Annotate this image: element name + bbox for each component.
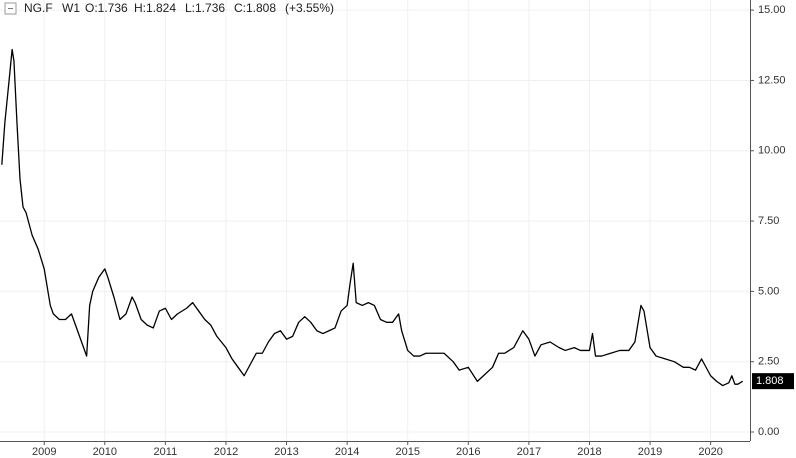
symbol: NG.F (24, 1, 53, 15)
x-tick-label: 2013 (274, 446, 298, 458)
y-tick-label: 5.00 (758, 285, 779, 297)
x-tick-label: 2014 (335, 446, 359, 458)
header: NG.F W1 O:1.736 H:1.824 L:1.736 C:1.808 … (4, 1, 334, 15)
interval: W1 (62, 1, 80, 15)
x-tick-label: 2009 (32, 446, 56, 458)
y-tick-label: 12.50 (758, 74, 786, 86)
grid (0, 0, 750, 441)
low: L:1.736 (185, 1, 225, 15)
x-tick-label: 2015 (395, 446, 419, 458)
last-price-label: 1.808 (756, 375, 784, 387)
x-tick-label: 2016 (456, 446, 480, 458)
close: C:1.808 (234, 1, 276, 15)
y-tick-label: 0.00 (758, 426, 779, 438)
x-tick-label: 2010 (93, 446, 117, 458)
plot (1, 48, 744, 387)
x-tick-label: 2019 (638, 446, 662, 458)
x-tick-label: 2017 (517, 446, 541, 458)
y-tick-label: 7.50 (758, 215, 779, 227)
open: O:1.736 (85, 1, 128, 15)
high: H:1.824 (134, 1, 176, 15)
y-tick-label: 2.50 (758, 356, 779, 368)
change: (+3.55%) (285, 1, 334, 15)
x-tick-label: 2020 (698, 446, 722, 458)
x-tick-label: 2012 (214, 446, 238, 458)
y-tick-label: 15.00 (758, 4, 786, 16)
x-tick-label: 2018 (577, 446, 601, 458)
last-price-box (752, 373, 794, 390)
price-line (1, 48, 744, 387)
x-tick-label: 2011 (154, 446, 178, 458)
y-tick-label: 10.00 (758, 145, 786, 157)
